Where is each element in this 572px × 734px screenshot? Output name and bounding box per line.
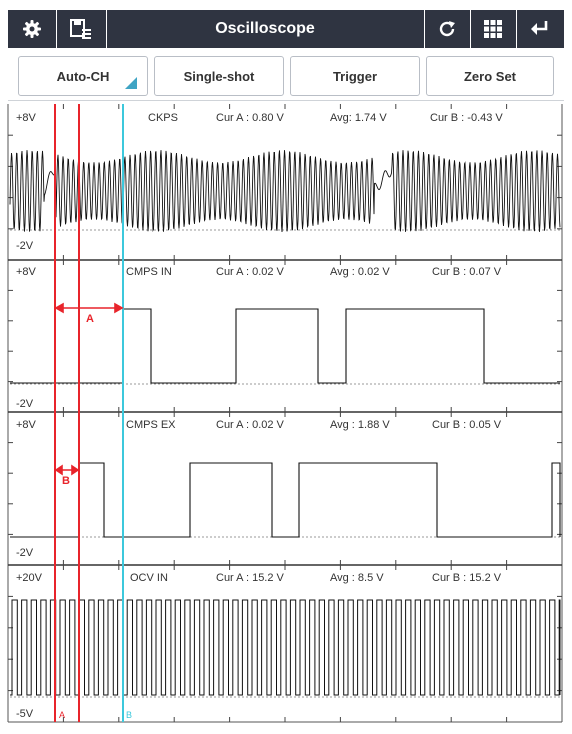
ch3-name: CMPS EX [126, 419, 176, 431]
dropdown-corner-icon [125, 77, 137, 89]
ch1-max-label: +8V [16, 112, 37, 124]
ch1-min-label: -2V [16, 240, 34, 252]
cursor-a-footer: A [59, 710, 65, 720]
ocv-in-waveform [10, 599, 561, 696]
divider [8, 100, 564, 101]
grid-icon [484, 20, 502, 38]
measure-a-label: A [86, 313, 94, 325]
tab-trigger[interactable]: Trigger [290, 56, 420, 96]
settings-button[interactable] [8, 10, 57, 48]
cursor-b-footer: B [126, 710, 132, 720]
measure-b [54, 464, 80, 476]
ch2-cur-a: Cur A : 0.02 V [216, 266, 285, 278]
cmps-ex-waveform [10, 462, 561, 538]
back-arrow-icon [531, 21, 548, 35]
tab-zero-set[interactable]: Zero Set [426, 56, 554, 96]
ch2-min-label: -2V [16, 398, 34, 410]
tab-single-shot[interactable]: Single-shot [154, 56, 284, 96]
measure-a [54, 302, 124, 314]
ch3-cur-b: Cur B : 0.05 V [432, 419, 502, 431]
refresh-button[interactable] [424, 10, 471, 48]
save-list-icon [70, 19, 91, 39]
ch4-min-label: -5V [16, 708, 34, 720]
ch4-avg: Avg : 8.5 V [330, 572, 384, 584]
ch3-avg: Avg : 1.88 V [330, 419, 390, 431]
tab-label: Single-shot [183, 68, 255, 84]
ch4-max-label: +20V [16, 572, 43, 584]
refresh-icon [439, 21, 455, 37]
ch4-name: OCV IN [130, 572, 168, 584]
ch3-cur-a: Cur A : 0.02 V [216, 419, 285, 431]
tab-auto-ch[interactable]: Auto-CH [18, 56, 148, 96]
back-button[interactable] [516, 10, 564, 48]
ckps-waveform [9, 150, 561, 233]
ch3-min-label: -2V [16, 547, 34, 559]
measure-b-label: B [62, 475, 70, 487]
cmps-in-waveform [10, 308, 560, 384]
ch4-cur-b: Cur B : 15.2 V [432, 572, 502, 584]
ch2-max-label: +8V [16, 266, 37, 278]
ch4-cur-a: Cur A : 15.2 V [216, 572, 285, 584]
ch2-cur-b: Cur B : 0.07 V [432, 266, 502, 278]
grid-button[interactable] [470, 10, 517, 48]
ch1-avg: Avg: 1.74 V [330, 112, 387, 124]
ch1-name: CKPS [148, 112, 178, 124]
tab-label: Auto-CH [56, 68, 110, 84]
ch2-avg: Avg : 0.02 V [330, 266, 390, 278]
ch1-cur-b: Cur B : -0.43 V [430, 112, 503, 124]
gear-icon [23, 20, 41, 38]
ch1-cur-a: Cur A : 0.80 V [216, 112, 285, 124]
ch3-max-label: +8V [16, 419, 37, 431]
tab-label: Trigger [332, 68, 378, 84]
tab-bar: Auto-CH Single-shot Trigger Zero Set [18, 56, 554, 96]
tab-label: Zero Set [463, 68, 516, 84]
page-title: Oscilloscope [106, 10, 425, 48]
toolbar: Oscilloscope [8, 10, 564, 48]
save-button[interactable] [56, 10, 107, 48]
ch2-name: CMPS IN [126, 266, 172, 278]
tick-marks [8, 104, 562, 722]
